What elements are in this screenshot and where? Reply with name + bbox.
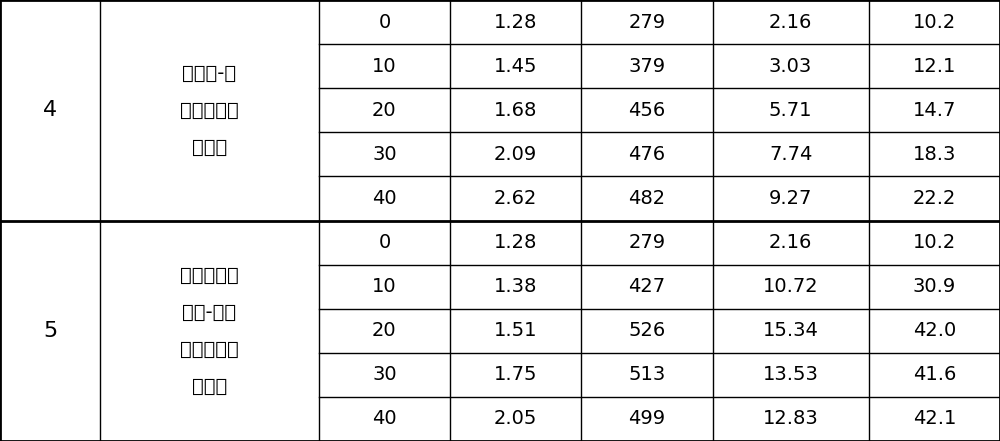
- Text: 1.45: 1.45: [494, 56, 537, 76]
- Text: 12.1: 12.1: [913, 56, 956, 76]
- Text: 10: 10: [372, 56, 397, 76]
- Text: 合填料: 合填料: [192, 138, 227, 157]
- Text: 22.2: 22.2: [913, 189, 956, 208]
- Text: 30.9: 30.9: [913, 277, 956, 296]
- Text: 40: 40: [372, 409, 397, 429]
- Text: 482: 482: [628, 189, 665, 208]
- Text: 1.28: 1.28: [494, 12, 537, 32]
- Text: 14.7: 14.7: [913, 101, 956, 120]
- Text: 15.34: 15.34: [763, 321, 819, 340]
- Text: 20: 20: [372, 321, 397, 340]
- Text: 2.62: 2.62: [494, 189, 537, 208]
- Text: 12.83: 12.83: [763, 409, 818, 429]
- Text: 40: 40: [372, 189, 397, 208]
- Text: 化石墨烯复: 化石墨烯复: [180, 101, 239, 120]
- Text: 合填料: 合填料: [192, 377, 227, 396]
- Text: 二氧化钓复: 二氧化钓复: [180, 340, 239, 359]
- Text: 10.2: 10.2: [913, 233, 956, 252]
- Text: 0: 0: [378, 233, 390, 252]
- Text: 379: 379: [628, 56, 665, 76]
- Text: 10.2: 10.2: [913, 12, 956, 32]
- Text: 456: 456: [628, 101, 666, 120]
- Text: 427: 427: [628, 277, 665, 296]
- Text: 41.6: 41.6: [913, 365, 956, 385]
- Text: 勃姆石-氧: 勃姆石-氧: [182, 64, 236, 83]
- Text: 1.68: 1.68: [494, 101, 537, 120]
- Text: 纳米微晶纤: 纳米微晶纤: [180, 266, 239, 285]
- Text: 2.05: 2.05: [494, 409, 537, 429]
- Text: 30: 30: [372, 365, 397, 385]
- Text: 526: 526: [628, 321, 666, 340]
- Text: 5: 5: [43, 321, 57, 341]
- Text: 1.51: 1.51: [494, 321, 537, 340]
- Text: 10: 10: [372, 277, 397, 296]
- Text: 2.16: 2.16: [769, 12, 812, 32]
- Text: 3.03: 3.03: [769, 56, 812, 76]
- Text: 42.1: 42.1: [913, 409, 956, 429]
- Text: 0: 0: [378, 12, 390, 32]
- Text: 42.0: 42.0: [913, 321, 956, 340]
- Text: 30: 30: [372, 145, 397, 164]
- Text: 7.74: 7.74: [769, 145, 812, 164]
- Text: 279: 279: [628, 233, 665, 252]
- Text: 1.75: 1.75: [494, 365, 537, 385]
- Text: 1.28: 1.28: [494, 233, 537, 252]
- Text: 2.09: 2.09: [494, 145, 537, 164]
- Text: 10.72: 10.72: [763, 277, 818, 296]
- Text: 499: 499: [628, 409, 665, 429]
- Text: 20: 20: [372, 101, 397, 120]
- Text: 476: 476: [628, 145, 665, 164]
- Text: 5.71: 5.71: [769, 101, 812, 120]
- Text: 4: 4: [43, 100, 57, 120]
- Text: 18.3: 18.3: [913, 145, 956, 164]
- Text: 13.53: 13.53: [763, 365, 819, 385]
- Text: 279: 279: [628, 12, 665, 32]
- Text: 2.16: 2.16: [769, 233, 812, 252]
- Text: 维素-纳米: 维素-纳米: [182, 303, 236, 322]
- Text: 1.38: 1.38: [494, 277, 537, 296]
- Text: 513: 513: [628, 365, 666, 385]
- Text: 9.27: 9.27: [769, 189, 812, 208]
